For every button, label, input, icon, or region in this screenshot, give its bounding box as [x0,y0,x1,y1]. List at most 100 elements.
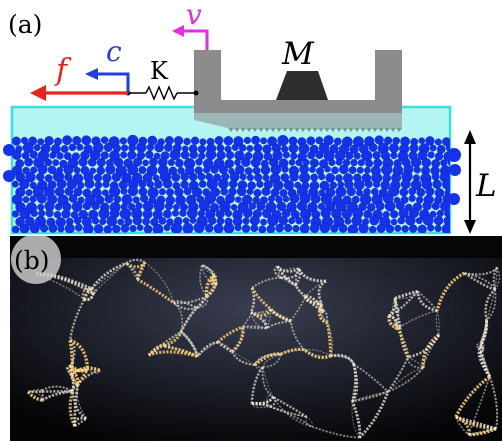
force-chain [480,341,485,353]
granular-disk [248,202,257,210]
granular-disk [228,179,238,189]
granular-disk [338,164,349,175]
granular-disk [324,165,331,173]
granular-disk [224,209,233,218]
force-chain [407,357,424,369]
granular-disk [91,217,100,225]
granular-disk [451,136,460,145]
granular-disk [87,157,97,167]
force-chain [172,301,184,333]
granular-disk [214,136,224,145]
force-chain [400,310,438,328]
granular-disk [175,158,184,168]
panel-b: (b) [10,236,502,441]
edge-disk [3,170,15,182]
force-chain [387,356,409,393]
granular-disk [381,164,393,176]
granular-disk [344,217,352,225]
granular-disk [12,136,21,146]
force-chain [136,278,175,304]
granular-disk [50,144,61,154]
granular-disk [319,222,330,233]
granular-disk [189,150,199,159]
granular-disk [325,172,336,183]
granular-disk [30,209,38,217]
force-chain [317,302,328,325]
force-chain [358,391,390,439]
granular-disk [120,151,128,159]
granular-disk [239,173,247,181]
granular-disk [328,159,336,167]
granular-disk [295,159,303,167]
granular-disk [180,180,189,189]
granular-disk [81,135,92,146]
force-chain [204,273,216,297]
force-chain [68,340,75,375]
granular-disk [142,159,149,167]
granular-disk [252,196,261,205]
granular-disk [394,224,402,232]
granular-disk [197,145,207,154]
granular-disk [39,224,49,233]
granular-disk [436,144,446,154]
granular-disk [142,217,151,226]
force-chain [125,258,146,265]
force-chain [28,390,73,394]
force-chains [26,258,501,439]
granular-disk [72,135,82,145]
granular-disk [346,186,356,197]
granular-disk [348,166,357,175]
granular-disk [261,187,271,196]
panel-b-label: (b) [14,246,50,275]
granular-disk [223,136,234,146]
granular-disk [262,144,272,154]
granular-disk [243,136,252,145]
granular-disk [353,152,361,160]
mass-symbol: M [281,36,315,72]
force-chain [475,341,482,349]
granular-disk [162,179,173,189]
granular-disk [254,173,263,182]
granular-disk [29,223,40,233]
granular-disk [25,189,33,197]
force-chain [435,310,440,336]
photo-background [10,236,502,441]
granular-disk [22,196,30,204]
granular-disk [182,217,190,224]
granular-disk [281,145,289,153]
force-chain [217,325,244,344]
granular-disk [121,194,133,206]
force-chain [250,287,273,311]
granular-disk [289,193,300,204]
granular-disk [99,217,107,225]
force-chain [351,364,357,402]
granular-disk [29,150,38,159]
granular-disk [29,181,37,190]
force-chain [416,291,438,313]
granular-disk [179,209,187,217]
granular-disk [309,158,319,168]
granular-disk [350,159,358,167]
c-symbol: c [106,35,122,68]
granular-disk [138,179,147,188]
granular-disk [365,159,374,168]
granular-disk [422,214,434,226]
granular-disk [260,165,271,175]
force-chain [388,290,419,317]
granular-disk [164,202,173,211]
force-chain [201,264,216,276]
granular-disk [441,223,450,233]
granular-disk [429,144,437,152]
granular-disk [219,200,231,213]
edge-disk [447,148,461,162]
force-chain [272,395,308,418]
granular-disk [256,201,266,211]
granular-disk [182,222,194,233]
force-chain [264,308,272,329]
granular-disk [133,157,143,167]
granular-disk [37,164,48,175]
granular-disk [94,181,103,189]
granular-disk [225,151,235,160]
granular-disk [234,164,245,175]
force-chain [84,293,95,301]
